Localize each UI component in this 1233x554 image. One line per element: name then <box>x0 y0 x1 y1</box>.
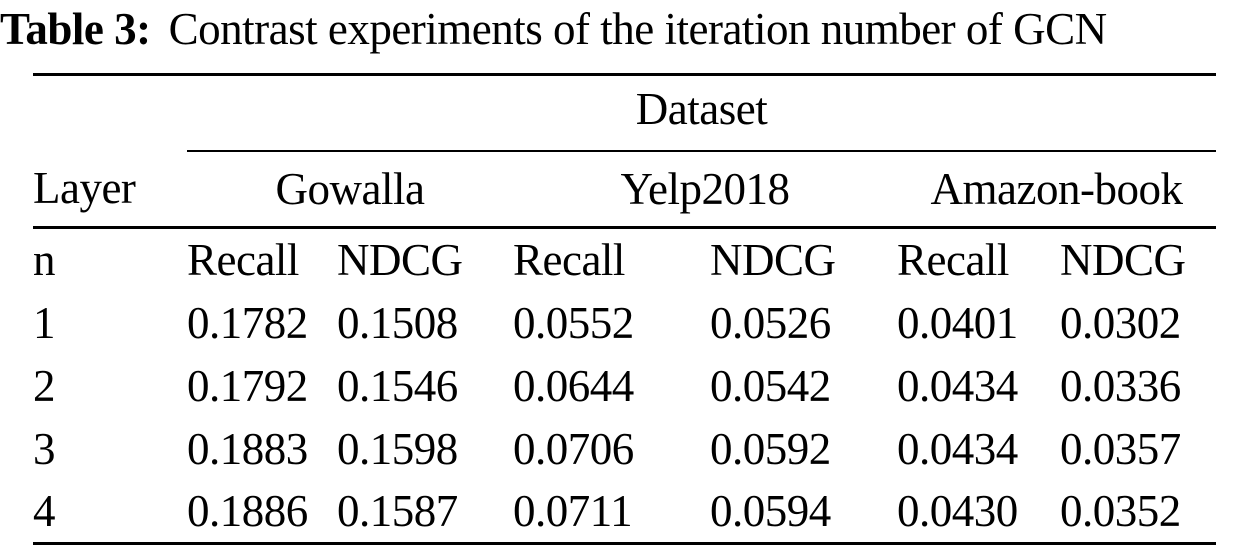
metric-header-gowalla-ndcg: NDCG <box>337 235 463 286</box>
cell-value: 0.1598 <box>337 424 458 474</box>
metric-header-amazon-book-recall: Recall <box>897 235 1009 286</box>
metric-header-yelp2018-ndcg: NDCG <box>710 235 836 286</box>
cell-value: 0.0644 <box>513 361 634 411</box>
cell-value: 0.0401 <box>897 298 1018 348</box>
group-header-gowalla: Gowalla <box>187 150 513 229</box>
group-header-yelp2018: Yelp2018 <box>513 150 897 229</box>
cell-value: 0.0711 <box>513 486 633 537</box>
cell-value: 0.0336 <box>1060 361 1181 411</box>
cell-value: 0.1792 <box>187 361 308 411</box>
cell-value: 0.0552 <box>513 298 634 348</box>
dataset-header-row: Dataset <box>33 74 1216 152</box>
caption-label: Table 3: <box>0 4 151 54</box>
metric-header-gowalla-recall: Recall <box>187 235 299 286</box>
cell-value: 0.1883 <box>187 424 308 474</box>
table-caption: Table 3: Contrast experiments of the iter… <box>0 4 1233 56</box>
spacer-cell <box>33 75 187 151</box>
group-header-amazon-book: Amazon-book <box>897 150 1216 229</box>
cell-value: 0.0434 <box>897 424 1018 474</box>
cell-value: 0.0302 <box>1060 298 1181 348</box>
layer-subheader: n <box>33 235 56 286</box>
cell-value: 0.0526 <box>710 298 831 348</box>
caption-text: Contrast experiments of the iteration nu… <box>168 4 1108 54</box>
metric-header-amazon-book-ndcg: NDCG <box>1060 235 1186 286</box>
cell-value: 0.0352 <box>1060 486 1181 537</box>
cell-value: 0.0592 <box>710 424 831 474</box>
cell-value: 0.1886 <box>187 486 308 537</box>
layer-value: 3 <box>33 424 56 474</box>
group-header-row: Layer Gowalla Yelp2018 Amazon-book <box>33 150 1216 229</box>
cell-value: 0.0434 <box>897 361 1018 411</box>
table-row: 4 0.1886 0.1587 0.0711 0.0594 0.0430 0.0… <box>33 481 1216 544</box>
table-row: 3 0.1883 0.1598 0.0706 0.0592 0.0434 0.0… <box>33 418 1216 481</box>
table-row: 1 0.1782 0.1508 0.0552 0.0526 0.0401 0.0… <box>33 292 1216 355</box>
cell-value: 0.1782 <box>187 298 308 348</box>
cell-value: 0.1508 <box>337 298 458 348</box>
results-table: Dataset Layer Gowalla Yelp2018 Amazon-bo… <box>33 73 1216 545</box>
cell-value: 0.0357 <box>1060 424 1181 474</box>
metric-header-row: n Recall NDCG Recall NDCG Recall NDCG <box>33 228 1216 292</box>
layer-value: 4 <box>33 486 56 537</box>
cell-value: 0.1546 <box>337 361 458 411</box>
metric-header-yelp2018-recall: Recall <box>513 235 625 286</box>
dataset-header: Dataset <box>187 74 1216 152</box>
cell-value: 0.0542 <box>710 361 831 411</box>
table-row: 2 0.1792 0.1546 0.0644 0.0542 0.0434 0.0… <box>33 355 1216 418</box>
layer-header: Layer <box>33 150 187 229</box>
cell-value: 0.0430 <box>897 486 1018 537</box>
cell-value: 0.0594 <box>710 486 831 537</box>
layer-value: 1 <box>33 298 56 348</box>
layer-value: 2 <box>33 361 56 411</box>
cell-value: 0.1587 <box>337 486 458 537</box>
cell-value: 0.0706 <box>513 424 634 474</box>
